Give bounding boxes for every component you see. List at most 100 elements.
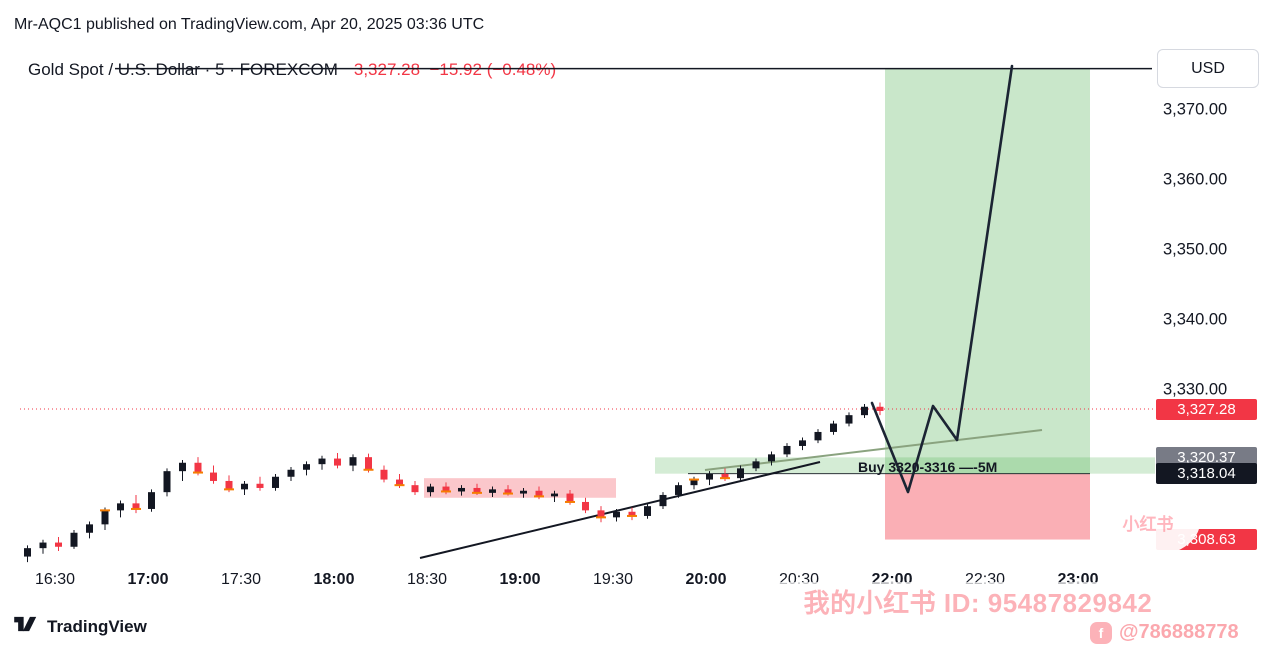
candle-open-mark	[363, 468, 374, 471]
candle-body	[613, 511, 620, 518]
candle-open-mark	[565, 500, 575, 503]
price-tick-label: 3,350.00	[1163, 240, 1228, 259]
candle-body	[814, 431, 822, 441]
time-label: 17:00	[127, 571, 169, 588]
candle-open-mark	[503, 492, 513, 495]
candle-open-mark	[596, 516, 606, 519]
candle-body	[101, 510, 109, 525]
price-badge: 3,327.28	[1156, 398, 1257, 420]
candle-open-mark	[193, 471, 203, 474]
candle-body	[520, 490, 527, 494]
last-price: 3,327.28	[353, 60, 421, 79]
candle-body	[582, 501, 589, 511]
candle-body	[427, 486, 434, 493]
xiaohongshu-id-watermark: 我的小红书 ID: 95487829842	[750, 582, 1206, 620]
long-profit-zone	[885, 68, 1090, 474]
price-badge: 3,320.37	[1156, 446, 1257, 468]
buy-annotation-label: Buy 3320-3316 —-5M	[858, 459, 998, 475]
candle-body	[876, 406, 884, 411]
candle-body	[566, 493, 574, 502]
candle-body	[39, 542, 47, 549]
demand-zone	[424, 478, 616, 498]
candle-body	[675, 485, 682, 495]
watermark-circle-text: 小红书	[1122, 514, 1174, 534]
candle-body	[256, 483, 264, 488]
candle-open-mark	[224, 488, 234, 491]
candle-body	[504, 489, 512, 494]
tradingview-brand-text: TradingView	[47, 616, 147, 636]
candle-body	[644, 506, 651, 516]
currency-label: USD	[1191, 59, 1225, 77]
symbol-row: Gold Spot / U.S. Dollar · 5 · FOREXCOM 3,…	[28, 60, 556, 80]
symbol-title: Gold Spot / U.S. Dollar · 5 · FOREXCOM	[28, 60, 338, 79]
candle-body	[241, 483, 248, 490]
candle-body	[194, 462, 202, 473]
candle-body	[163, 471, 171, 493]
candle-open-mark	[472, 491, 482, 494]
candle-open-mark	[441, 490, 451, 493]
time-label: 19:00	[499, 571, 541, 588]
watermark-app-icon: f	[1090, 621, 1112, 644]
candle-open-mark	[689, 478, 699, 481]
candle-body	[721, 473, 729, 479]
candle-body	[737, 468, 744, 479]
candle-body	[458, 487, 465, 492]
candle-body	[783, 445, 791, 455]
candle-body	[706, 473, 713, 480]
candle-body	[334, 458, 341, 466]
candle-body	[396, 479, 403, 486]
candle-body	[535, 490, 543, 497]
candle-body	[179, 462, 186, 472]
candle-body	[225, 480, 233, 490]
symbol-quote: 3,327.28 −15.92 (−0.48%)	[354, 60, 556, 79]
candle-open-mark	[627, 514, 637, 517]
price-badge: 3,318.04	[1156, 463, 1257, 485]
time-label: 16:30	[34, 571, 76, 588]
price-tick-label: 3,370.00	[1163, 100, 1228, 119]
projection-zigzag-line	[870, 64, 1014, 494]
price-tick-label: 3,340.00	[1163, 310, 1228, 329]
candle-body	[380, 469, 388, 480]
xiaohongshu-handle-watermark: f @786888778	[1090, 621, 1239, 644]
candle-body	[148, 492, 155, 509]
candle-body	[287, 469, 295, 477]
candle-body	[752, 461, 760, 469]
price-tick-label: 3,330.00	[1163, 380, 1228, 399]
candle-body	[24, 548, 31, 557]
candle-body	[365, 457, 372, 470]
candle-body	[473, 487, 481, 493]
candle-body	[318, 458, 326, 465]
candle-open-mark	[534, 495, 544, 498]
candle-body	[55, 542, 62, 547]
published-line: Mr-AQC1 published on TradingView.com, Ap…	[14, 16, 485, 33]
candle-body	[210, 472, 217, 481]
price-change: −15.92 (−0.48%)	[429, 60, 557, 79]
candle-body	[799, 440, 806, 446]
xiaohongshu-circle-watermark: 小红书	[1096, 487, 1200, 557]
candle-open-mark	[100, 509, 110, 512]
time-label: 18:30	[406, 571, 448, 588]
candle-body	[768, 454, 775, 462]
support-trendline	[419, 461, 821, 559]
watermark-handle-text: @786888778	[1119, 621, 1239, 643]
candle-body	[845, 415, 853, 424]
candle-body	[830, 423, 837, 432]
candle-body	[132, 503, 140, 509]
candle-open-mark	[720, 477, 730, 480]
candle-body	[349, 457, 357, 466]
candle-open-mark	[394, 484, 405, 487]
long-stop-zone	[885, 473, 1090, 540]
candle-body	[861, 406, 868, 416]
candle-body	[70, 532, 78, 547]
candle-body	[597, 510, 605, 518]
candle-body	[659, 494, 667, 507]
time-label: 18:00	[313, 571, 355, 588]
time-label: 19:30	[592, 571, 634, 588]
candle-body	[303, 464, 310, 470]
currency-toggle-button[interactable]: USD	[1157, 49, 1259, 88]
tradingview-attribution[interactable]: TradingView	[13, 613, 147, 640]
candle-body	[551, 493, 558, 497]
tradingview-logo-icon	[13, 613, 39, 640]
